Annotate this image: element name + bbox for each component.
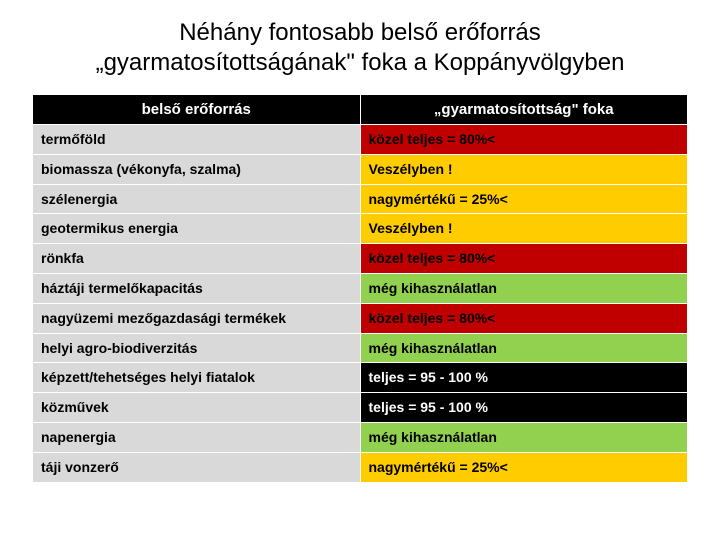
status-cell: Veszélyben ! bbox=[360, 214, 688, 244]
table-row: helyi agro-biodiverzitásmég kihasználatl… bbox=[33, 333, 688, 363]
resource-cell: táji vonzerő bbox=[33, 452, 361, 482]
status-cell: közel teljes = 80%< bbox=[360, 244, 688, 274]
resource-cell: nagyüzemi mezőgazdasági termékek bbox=[33, 303, 361, 333]
table-row: táji vonzerőnagymértékű = 25%< bbox=[33, 452, 688, 482]
resource-cell: szélenergia bbox=[33, 184, 361, 214]
table-row: termőföldközel teljes = 80%< bbox=[33, 125, 688, 155]
title-line-1: Néhány fontosabb belső erőforrás bbox=[179, 19, 541, 46]
table-row: napenergiamég kihasználatlan bbox=[33, 422, 688, 452]
status-cell: közel teljes = 80%< bbox=[360, 125, 688, 155]
table-row: háztáji termelőkapacitásmég kihasználatl… bbox=[33, 273, 688, 303]
status-cell: teljes = 95 - 100 % bbox=[360, 363, 688, 393]
table-row: szélenergianagymértékű = 25%< bbox=[33, 184, 688, 214]
table-row: nagyüzemi mezőgazdasági termékekközel te… bbox=[33, 303, 688, 333]
header-left: belső erőforrás bbox=[33, 95, 361, 125]
header-right: „gyarmatosítottság" foka bbox=[360, 95, 688, 125]
table-row: képzett/tehetséges helyi fiatalokteljes … bbox=[33, 363, 688, 393]
resource-cell: napenergia bbox=[33, 422, 361, 452]
resource-table: belső erőforrás „gyarmatosítottság" foka… bbox=[32, 94, 688, 483]
table-row: biomassza (vékonyfa, szalma)Veszélyben ! bbox=[33, 154, 688, 184]
table-row: közművekteljes = 95 - 100 % bbox=[33, 393, 688, 423]
slide-title: Néhány fontosabb belső erőforrás „gyarma… bbox=[32, 18, 688, 78]
status-cell: nagymértékű = 25%< bbox=[360, 184, 688, 214]
table-row: geotermikus energiaVeszélyben ! bbox=[33, 214, 688, 244]
status-cell: még kihasználatlan bbox=[360, 422, 688, 452]
resource-cell: biomassza (vékonyfa, szalma) bbox=[33, 154, 361, 184]
table-body: termőföldközel teljes = 80%<biomassza (v… bbox=[33, 125, 688, 483]
resource-cell: háztáji termelőkapacitás bbox=[33, 273, 361, 303]
status-cell: még kihasználatlan bbox=[360, 333, 688, 363]
title-line-2: „gyarmatosítottságának" foka a Koppányvö… bbox=[96, 49, 625, 76]
status-cell: közel teljes = 80%< bbox=[360, 303, 688, 333]
status-cell: Veszélyben ! bbox=[360, 154, 688, 184]
status-cell: teljes = 95 - 100 % bbox=[360, 393, 688, 423]
status-cell: nagymértékű = 25%< bbox=[360, 452, 688, 482]
table-header-row: belső erőforrás „gyarmatosítottság" foka bbox=[33, 95, 688, 125]
resource-cell: képzett/tehetséges helyi fiatalok bbox=[33, 363, 361, 393]
table-row: rönkfaközel teljes = 80%< bbox=[33, 244, 688, 274]
resource-cell: közművek bbox=[33, 393, 361, 423]
resource-cell: helyi agro-biodiverzitás bbox=[33, 333, 361, 363]
resource-cell: geotermikus energia bbox=[33, 214, 361, 244]
resource-cell: termőföld bbox=[33, 125, 361, 155]
status-cell: még kihasználatlan bbox=[360, 273, 688, 303]
resource-cell: rönkfa bbox=[33, 244, 361, 274]
